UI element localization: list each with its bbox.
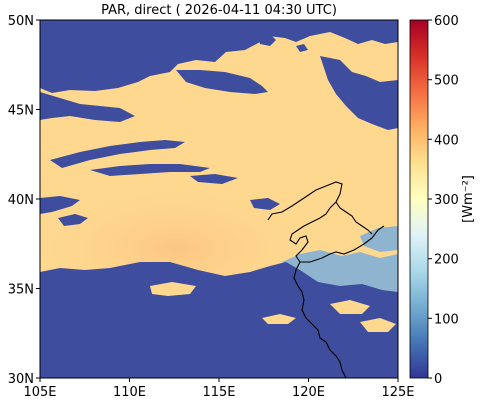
clear-sky-patch-south: [150, 282, 196, 296]
clear-sky-patch-sea: [360, 318, 396, 332]
haze-region-korea: [360, 226, 398, 252]
cloud-region-south: [40, 262, 398, 378]
cloud-streak-5: [250, 198, 280, 210]
chart-title: PAR, direct ( 2026-04-11 04:30 UTC): [101, 3, 337, 18]
x-tick-label: 120E: [292, 385, 325, 400]
par-map: [40, 20, 398, 378]
y-axis: [36, 19, 40, 379]
colorbar-ticks: [428, 19, 432, 379]
x-tick-label: 105E: [23, 385, 56, 400]
cloud-streak-4: [58, 214, 88, 226]
cloud-region-northeast: [320, 56, 398, 130]
colorbar-tick-label: 200: [434, 253, 459, 268]
y-tick-label: 45N: [8, 104, 34, 119]
x-tick-label: 115E: [202, 385, 235, 400]
clear-sky-patch-east: [330, 300, 370, 314]
cloud-streak-1: [50, 140, 185, 168]
cloud-fragment-b: [296, 44, 308, 52]
colorbar-tick-label: 100: [434, 312, 459, 327]
y-tick-label: 40N: [8, 193, 34, 208]
cloud-region-north: [40, 20, 398, 93]
cloud-streak-2: [90, 164, 210, 176]
cloud-streak-3: [40, 196, 80, 214]
y-tick-label: 35N: [8, 283, 34, 298]
clear-sky-patch-southeast: [262, 314, 296, 324]
y-tick-label: 30N: [8, 372, 34, 387]
colorbar-tick-label: 500: [434, 74, 459, 89]
cloud-region-north-central: [176, 70, 268, 94]
x-tick-label: 125E: [381, 385, 414, 400]
y-tick-label: 50N: [8, 14, 34, 29]
coastline-shandong: [293, 261, 347, 378]
coastline-bohai: [267, 181, 385, 263]
cloud-streak-6: [190, 174, 238, 184]
coastline-liaodong: [335, 201, 373, 235]
colorbar-tick-label: 300: [434, 193, 459, 208]
colorbar-tick-label: 600: [434, 14, 459, 29]
cloud-fragment-a: [258, 34, 276, 46]
coastline: [267, 181, 385, 378]
colorbar-tick-label: 400: [434, 133, 459, 148]
x-axis: [39, 378, 399, 382]
colorbar: [409, 19, 429, 379]
x-tick-label: 110E: [113, 385, 146, 400]
colorbar-tick-label: 0: [434, 372, 442, 387]
colorbar-label: [Wm⁻²]: [461, 175, 476, 223]
cloud-region-north-patch: [40, 92, 135, 122]
